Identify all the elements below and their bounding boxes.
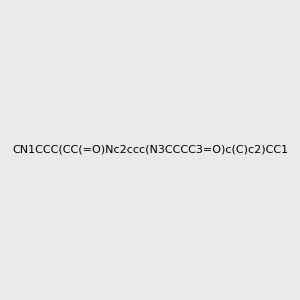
Text: CN1CCC(CC(=O)Nc2ccc(N3CCCC3=O)c(C)c2)CC1: CN1CCC(CC(=O)Nc2ccc(N3CCCC3=O)c(C)c2)CC1: [12, 145, 288, 155]
